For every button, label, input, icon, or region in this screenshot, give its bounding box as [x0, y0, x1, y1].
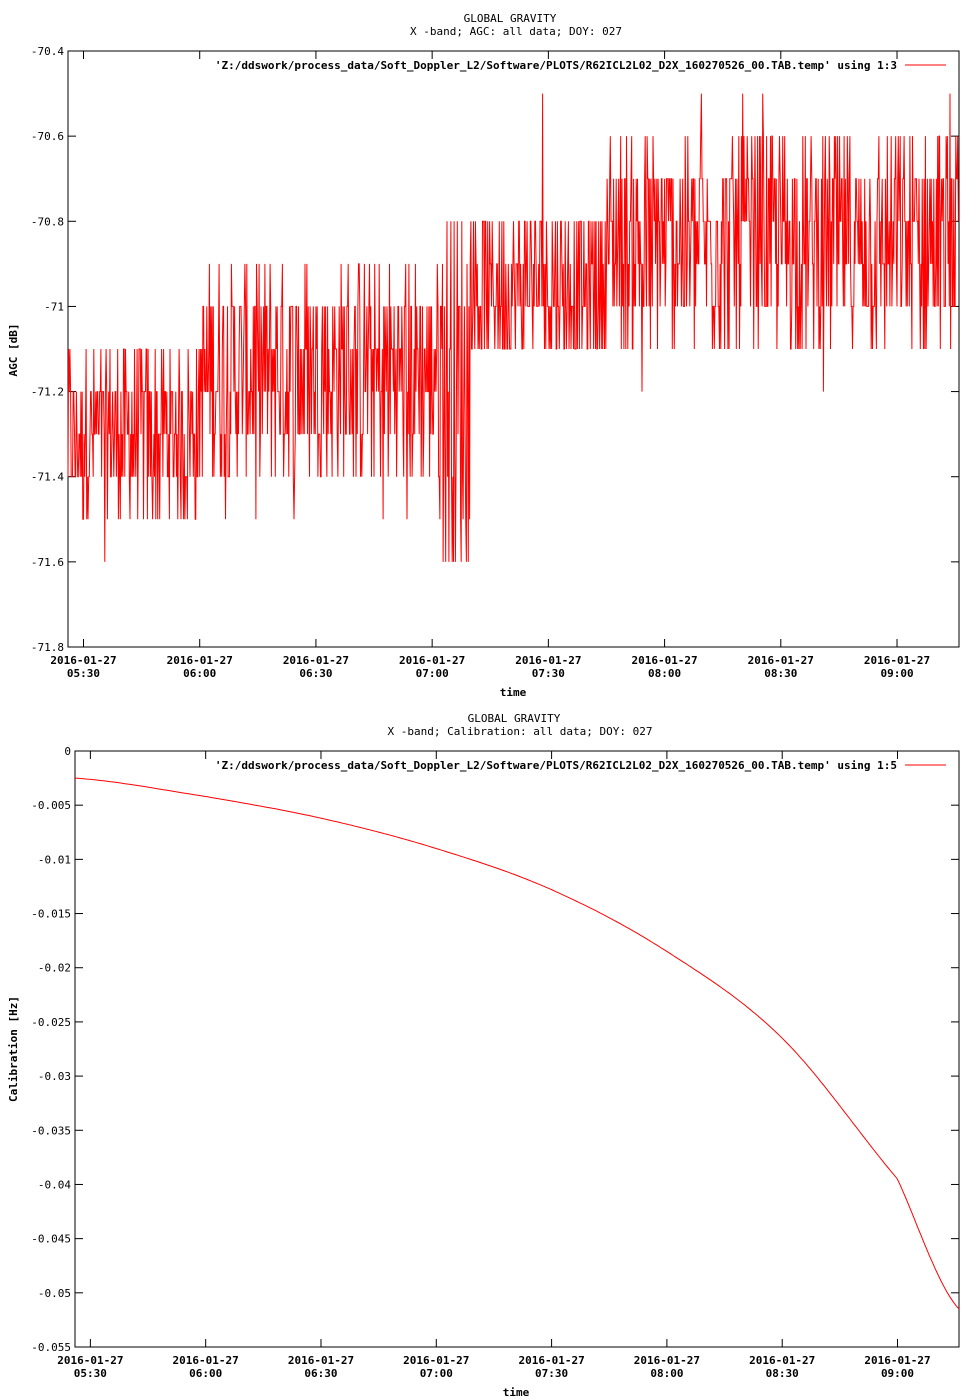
x-tick-time-label: 09:00: [880, 667, 913, 680]
x-tick-time-label: 05:30: [67, 667, 100, 680]
x-tick-date-label: 2016-01-27: [748, 654, 814, 667]
chart2-ylabel: Calibration [Hz]: [7, 996, 20, 1102]
y-tick-label: -0.03: [38, 1070, 71, 1083]
y-tick-label: -71.2: [31, 386, 64, 399]
x-tick-time-label: 06:00: [183, 667, 216, 680]
x-tick-date-label: 2016-01-27: [403, 1354, 469, 1367]
x-tick-time-label: 08:30: [766, 1367, 799, 1380]
x-tick-time-label: 08:30: [764, 667, 797, 680]
y-tick-label: -0.04: [38, 1178, 71, 1191]
x-tick-time-label: 08:00: [650, 1367, 683, 1380]
y-tick-label: -0.005: [31, 799, 71, 812]
x-tick-time-label: 08:00: [648, 667, 681, 680]
chart2-subtitle: X -band; Calibration: all data; DOY: 027: [388, 725, 653, 738]
chart1-y-axis: -70.4 -70.6 -70.8 -71 -71.2 -71.4 -71.6 -71.8: [31, 45, 959, 654]
y-tick-label: -71: [44, 300, 64, 313]
chart2-plot-frame: [74, 750, 960, 1348]
series-line: [67, 93, 959, 562]
chart1-xlabel: time: [500, 686, 527, 699]
chart1-legend-text: 'Z:/ddswork/process_data/Soft_Doppler_L2…: [215, 59, 897, 72]
y-tick-label: -70.6: [31, 130, 64, 143]
x-tick-time-label: 07:00: [416, 667, 449, 680]
x-tick-time-label: 07:00: [420, 1367, 453, 1380]
chart2-title: GLOBAL GRAVITY: [468, 712, 561, 725]
x-tick-time-label: 06:30: [304, 1367, 337, 1380]
y-tick-label: -0.01: [38, 853, 71, 866]
x-tick-date-label: 2016-01-27: [288, 1354, 354, 1367]
y-tick-label: -0.015: [31, 908, 71, 921]
x-tick-time-label: 07:30: [532, 667, 565, 680]
y-tick-label: -71.8: [31, 641, 64, 654]
chart1-title: GLOBAL GRAVITY: [464, 12, 557, 25]
y-tick-label: -0.045: [31, 1233, 71, 1246]
y-tick-label: -71.4: [31, 471, 64, 484]
chart2-legend-text: 'Z:/ddswork/process_data/Soft_Doppler_L2…: [215, 759, 897, 772]
x-tick-date-label: 2016-01-27: [518, 1354, 584, 1367]
y-tick-label: -71.6: [31, 556, 64, 569]
x-tick-date-label: 2016-01-27: [864, 654, 930, 667]
x-tick-time-label: 06:00: [189, 1367, 222, 1380]
x-tick-time-label: 09:00: [881, 1367, 914, 1380]
x-tick-date-label: 2016-01-27: [634, 1354, 700, 1367]
chart2-series-calibration: [74, 777, 960, 1310]
x-tick-date-label: 2016-01-27: [515, 654, 581, 667]
chart2-xlabel: time: [503, 1386, 530, 1399]
y-tick-label: -0.025: [31, 1016, 71, 1029]
x-tick-date-label: 2016-01-27: [173, 1354, 239, 1367]
series-line: [74, 777, 960, 1310]
y-tick-label: -70.8: [31, 215, 64, 228]
x-tick-date-label: 2016-01-27: [631, 654, 697, 667]
chart2-y-axis: 0 -0.005 -0.01 -0.015 -0.02 -0.025 -0.03 -0.035…: [31, 745, 959, 1354]
y-tick-label: -0.02: [38, 962, 71, 975]
x-tick-date-label: 2016-01-27: [864, 1354, 930, 1367]
x-tick-date-label: 2016-01-27: [283, 654, 349, 667]
x-tick-date-label: 2016-01-27: [399, 654, 465, 667]
chart2-x-axis: 2016-01-2705:302016-01-2706:002016-01-27…: [57, 751, 931, 1380]
chart1-ylabel: AGC [dB]: [7, 324, 20, 377]
chart1-series-agc: [67, 93, 959, 562]
x-tick-time-label: 06:30: [299, 667, 332, 680]
x-tick-date-label: 2016-01-27: [749, 1354, 815, 1367]
x-tick-date-label: 2016-01-27: [167, 654, 233, 667]
y-tick-label: -0.05: [38, 1287, 71, 1300]
y-tick-label: 0: [64, 745, 71, 758]
chart1-plot-frame: [67, 50, 960, 648]
y-tick-label: -0.035: [31, 1124, 71, 1137]
x-tick-date-label: 2016-01-27: [57, 1354, 123, 1367]
x-tick-time-label: 07:30: [535, 1367, 568, 1380]
chart1-x-axis: 2016-01-2705:302016-01-2706:002016-01-27…: [50, 51, 930, 680]
x-tick-date-label: 2016-01-27: [50, 654, 116, 667]
chart1-subtitle: X -band; AGC: all data; DOY: 027: [410, 25, 622, 38]
y-tick-label: -0.055: [31, 1341, 71, 1354]
y-tick-label: -70.4: [31, 45, 64, 58]
x-tick-time-label: 05:30: [74, 1367, 107, 1380]
